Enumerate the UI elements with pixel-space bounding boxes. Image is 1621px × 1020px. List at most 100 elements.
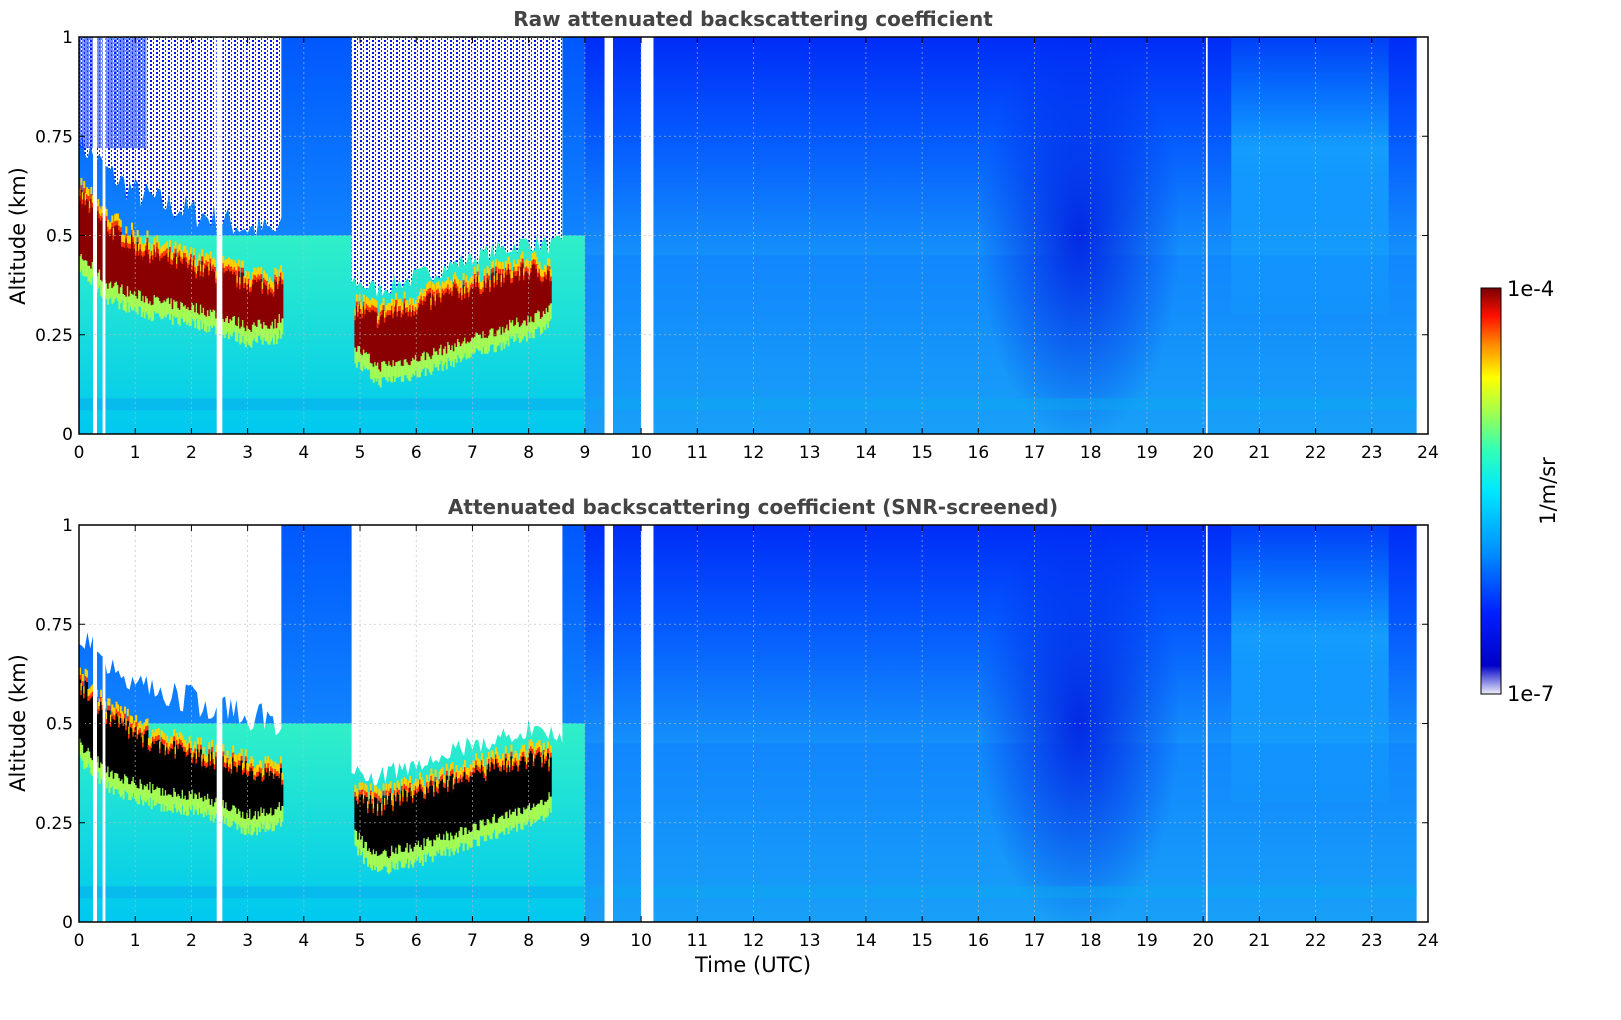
cloud-edge-cell — [116, 213, 119, 226]
x-tick-label: 18 — [1080, 443, 1102, 463]
cloud-edge-cell — [385, 783, 388, 796]
cloud-edge-cell — [87, 188, 90, 201]
cloud-base-cell — [154, 297, 157, 314]
cloud-edge-cell — [510, 744, 513, 757]
cloud-edge-cell — [479, 768, 482, 778]
cloud-base-cell — [187, 307, 190, 324]
cloud-base-cell — [390, 366, 393, 383]
cloud-core-cell — [383, 809, 386, 850]
cloud-core-cell — [135, 256, 138, 297]
cloud-edge-cell — [358, 782, 361, 795]
cloud-edge-cell — [129, 715, 132, 728]
cloud-base-cell — [541, 317, 544, 333]
cloud-edge-cell — [406, 796, 409, 806]
cloud-base-cell — [166, 795, 169, 812]
cloud-core-cell — [441, 293, 444, 356]
cloud-base-cell — [236, 326, 239, 343]
cloud-core-cell — [494, 271, 497, 337]
cloud-edge-cell — [511, 758, 514, 771]
cloud-edge-cell — [90, 194, 93, 203]
cloud-edge-cell — [372, 808, 375, 818]
cloud-core-cell — [507, 765, 510, 819]
cloud-core-cell — [242, 272, 245, 321]
cloud-base-cell — [90, 268, 93, 285]
cloud-edge-cell — [240, 755, 243, 765]
cloud-edge-cell — [423, 793, 426, 803]
cloud-edge-cell — [489, 280, 492, 292]
cloud-edge-cell — [281, 272, 284, 285]
cloud-core-cell — [225, 768, 228, 803]
cloud-base-cell — [125, 776, 128, 793]
cloud-edge-cell — [489, 759, 492, 772]
cloud-edge-cell — [361, 782, 364, 795]
cloud-edge-cell — [225, 756, 228, 769]
cloud-edge-cell — [517, 766, 520, 776]
cloud-edge-cell — [528, 741, 531, 754]
cloud-core-cell — [250, 291, 253, 332]
cloud-core-cell — [396, 792, 399, 854]
cloud-base-cell — [195, 794, 198, 811]
cloud-base-cell — [444, 839, 447, 856]
cloud-edge-cell — [132, 237, 135, 246]
cloud-base-cell — [496, 330, 499, 347]
cloud-edge-cell — [452, 784, 455, 794]
cloud-core-cell — [457, 783, 460, 838]
cloud-core-cell — [517, 771, 520, 808]
cloud-edge-cell — [260, 274, 263, 283]
x-tick-label: 19 — [1136, 443, 1158, 463]
cloud-base-cell — [420, 844, 423, 861]
cloud-edge-cell — [230, 768, 233, 778]
cloud-core-cell — [180, 261, 183, 302]
cloud-edge-cell — [381, 303, 384, 316]
cloud-edge-cell — [534, 252, 537, 265]
cloud-edge-cell — [226, 757, 229, 767]
cloud-base-cell — [507, 818, 510, 835]
cloud-core-cell — [152, 259, 155, 305]
cloud-base-cell — [268, 813, 271, 830]
cloud-base-cell — [464, 827, 467, 844]
cloud-edge-cell — [226, 259, 229, 272]
cloud-edge-cell — [204, 256, 207, 269]
cloud-edge-cell — [251, 766, 254, 776]
cloud-edge-cell — [537, 741, 540, 754]
cloud-base-cell — [504, 328, 507, 345]
cloud-core-cell — [177, 748, 180, 794]
x-ticks: 0 1 2 3 4 5 6 7 8 9 10 11 12 13 14 15 16 17 18 19 20 21 22 23 24 — [74, 525, 1439, 951]
cloud-core-cell — [157, 739, 160, 788]
cloud-edge-cell — [258, 767, 261, 777]
cloud-core-cell — [459, 779, 462, 828]
cloud-core-cell — [390, 805, 393, 846]
cloud-base-cell — [489, 823, 492, 840]
cloud-edge-cell — [91, 684, 94, 697]
cloud-base-cell — [132, 776, 135, 793]
cloud-edge-cell — [178, 738, 181, 748]
cloud-base-cell — [521, 814, 524, 831]
cloud-core-cell — [142, 256, 145, 296]
cloud-core-cell — [452, 789, 455, 840]
cloud-core-cell — [410, 796, 413, 849]
cloud-edge-cell — [129, 236, 132, 249]
cloud-base-cell — [261, 328, 264, 345]
cloud-core-cell — [114, 720, 117, 773]
cloud-base-cell — [520, 325, 523, 342]
cloud-edge-cell — [507, 256, 510, 269]
cloud-core-cell — [233, 272, 236, 316]
cloud-edge-cell — [192, 745, 195, 758]
cloud-base-cell — [530, 316, 533, 333]
cloud-edge-cell — [414, 307, 417, 316]
cloud-core-cell — [91, 696, 94, 761]
cloud-base-cell — [442, 834, 445, 851]
panel-title: Raw attenuated backscattering coefficien… — [513, 7, 993, 31]
cloud-edge-cell — [206, 754, 209, 767]
cloud-base-cell — [91, 261, 94, 278]
cloud-edge-cell — [437, 788, 440, 798]
cloud-core-cell — [87, 200, 90, 266]
cloud-edge-cell — [147, 737, 150, 750]
cloud-core-cell — [91, 207, 94, 262]
cloud-core-cell — [244, 761, 247, 820]
cloud-edge-cell — [112, 714, 115, 724]
cloud-base-cell — [537, 803, 540, 820]
cloud-core-cell — [497, 767, 500, 819]
cloud-core-cell — [430, 309, 433, 360]
cloud-edge-cell — [493, 764, 496, 774]
